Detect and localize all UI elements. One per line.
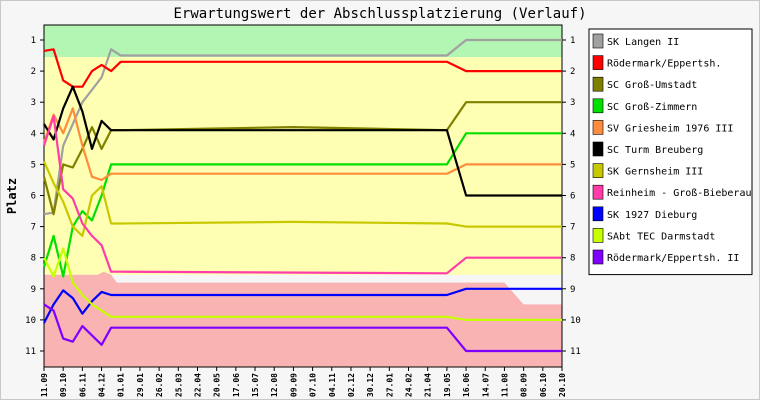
legend-label: Reinheim - Groß-Bieberau <box>607 188 752 199</box>
x-tick-label: 11.08 <box>500 373 509 397</box>
legend-swatch <box>592 163 604 178</box>
series-line <box>43 38 562 216</box>
x-tick-label: 24.02 <box>405 373 414 397</box>
x-tick-label: 20.10 <box>558 373 567 397</box>
legend-label: SC Groß-Zimmern <box>607 102 697 113</box>
x-tick-label: 12.08 <box>270 373 279 397</box>
y-tick-label-left: 3 <box>31 98 36 108</box>
y-tick-label-left: 5 <box>31 160 36 170</box>
y-tick-label-left: 1 <box>31 36 36 46</box>
x-tick-label: 09.09 <box>289 373 298 397</box>
legend-label: SK Gernsheim III <box>607 167 703 178</box>
series-line <box>42 115 562 275</box>
x-tick-label: 11.09 <box>40 373 49 397</box>
x-tick-label: 19.05 <box>443 373 452 397</box>
legend: SK Langen II Rödermark/Eppertsh. SC Groß-U… <box>588 28 753 276</box>
y-tick-label-left: 7 <box>31 223 36 233</box>
y-tick-label-right: 10 <box>570 316 581 326</box>
y-tick-label-right: 9 <box>570 285 575 295</box>
x-tick-label: 02.12 <box>347 373 356 397</box>
x-tick-label: 04.11 <box>328 373 337 397</box>
legend-swatch <box>592 249 604 265</box>
legend-swatch <box>592 206 604 222</box>
legend-swatch <box>592 55 604 70</box>
x-tick-label: 26.02 <box>155 373 164 397</box>
legend-swatch <box>592 98 604 114</box>
legend-swatch <box>592 141 604 157</box>
y-tick-label-right: 8 <box>570 254 575 264</box>
legend-swatch <box>592 184 604 200</box>
legend-swatch <box>592 76 604 92</box>
y-tick-label-right: 7 <box>570 223 575 233</box>
y-tick-label-right: 6 <box>570 192 575 202</box>
series-line <box>42 132 562 278</box>
y-tick-label-right: 4 <box>570 129 575 139</box>
legend-box <box>588 28 753 276</box>
y-axis-label: Platz <box>5 178 19 214</box>
x-tick-label: 01.01 <box>117 373 126 397</box>
series-line <box>43 287 562 324</box>
x-tick-label: 17.06 <box>232 373 241 397</box>
y-tick-label-right: 2 <box>570 67 575 77</box>
series-line <box>43 85 562 197</box>
legend-label: SK 1927 Dieburg <box>607 210 697 221</box>
legend-swatch <box>592 120 604 135</box>
x-tick-label: 16.06 <box>462 373 471 397</box>
y-tick-label-left: 10 <box>25 316 36 326</box>
x-tick-label: 06.10 <box>539 373 548 397</box>
legend-label: Rödermark/Eppertsh. II <box>607 253 739 264</box>
y-tick-label-left: 4 <box>31 129 36 139</box>
legend-label: SC Turm Breuberg <box>607 145 703 156</box>
series-line <box>42 107 562 182</box>
y-tick-label-right: 1 <box>570 36 575 46</box>
x-tick-label: 14.07 <box>481 373 490 397</box>
x-tick-label: 07.10 <box>309 373 318 397</box>
y-tick-label-right: 5 <box>570 160 575 170</box>
series-line <box>43 247 562 321</box>
series-line <box>43 303 562 353</box>
y-tick-label-left: 2 <box>31 67 36 77</box>
x-tick-label: 09.10 <box>59 373 68 397</box>
chart-title: Erwartungswert der Abschlussplatzierung … <box>173 6 586 22</box>
y-tick-label-left: 9 <box>31 285 36 295</box>
x-tick-label: 15.07 <box>251 373 260 397</box>
x-tick-label: 06.11 <box>78 373 87 397</box>
y-tick-label-right: 11 <box>570 347 581 357</box>
legend-label: SAbt TEC Darmstadt <box>607 231 715 242</box>
x-tick-label: 08.09 <box>520 373 529 397</box>
y-tick-label-right: 3 <box>570 98 575 108</box>
y-tick-label-left: 11 <box>25 347 36 357</box>
y-tick-label-left: 6 <box>31 192 36 202</box>
x-tick-label: 20.05 <box>213 373 222 397</box>
y-tick-label-left: 8 <box>31 254 36 264</box>
legend-swatch <box>592 228 604 243</box>
legend-label: SV Griesheim 1976 III <box>607 123 733 134</box>
x-tick-label: 29.01 <box>136 373 145 397</box>
series-line <box>43 48 562 88</box>
x-tick-label: 04.12 <box>98 373 107 397</box>
legend-swatch <box>592 33 604 49</box>
x-tick-label: 27.01 <box>385 373 394 397</box>
zone-middle <box>44 57 562 275</box>
legend-label: SC Groß-Umstadt <box>607 80 697 91</box>
legend-label: Rödermark/Eppertsh. <box>607 59 721 70</box>
x-tick-label: 21.04 <box>424 373 433 397</box>
x-tick-label: 22.04 <box>194 373 203 397</box>
x-tick-label: 30.12 <box>366 373 375 397</box>
series-line <box>42 160 562 237</box>
legend-label: SK Langen II <box>607 37 679 48</box>
x-tick-label: 25.03 <box>174 373 183 397</box>
